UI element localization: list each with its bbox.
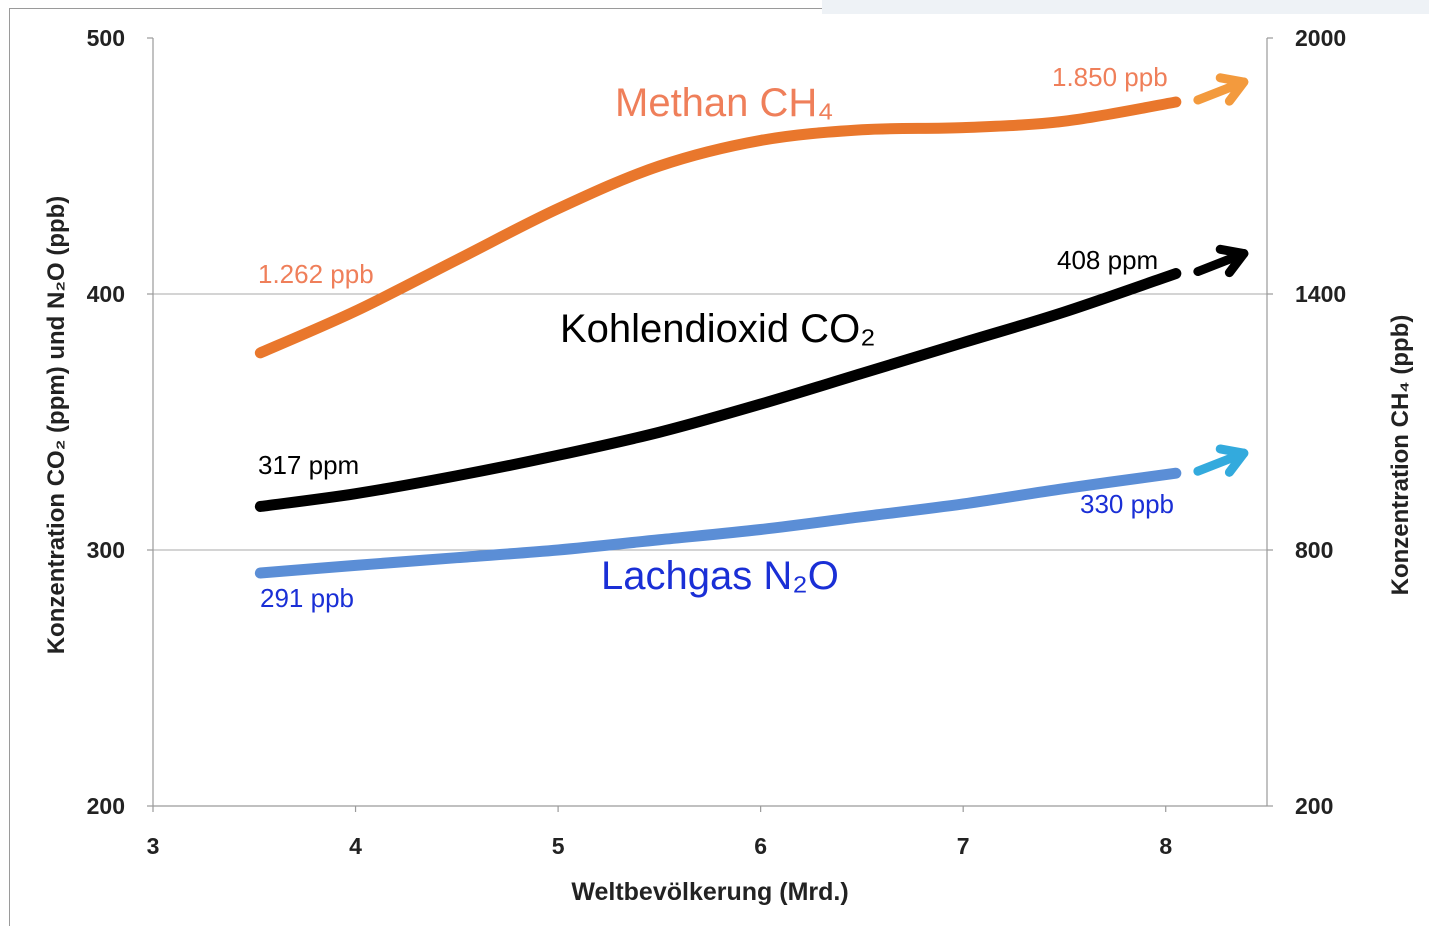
gridlines — [153, 293, 1267, 551]
axes — [152, 38, 1268, 807]
label-methan-end: 1.850 ppb — [1052, 62, 1168, 92]
series-line-2 — [254, 467, 1182, 579]
x-tick-label: 3 — [147, 833, 160, 859]
trend-arrows — [1193, 73, 1249, 477]
series-lines — [254, 96, 1182, 579]
y2-tick-label: 200 — [1295, 793, 1333, 819]
y-axis-title-right: Konzentration CH₄ (ppb) — [1387, 315, 1414, 596]
series-name-methan: Methan CH₄ — [615, 81, 834, 125]
trend-arrow-head — [1215, 244, 1249, 278]
y2-tick-label: 800 — [1295, 537, 1333, 563]
label-co2-end: 408 ppm — [1057, 245, 1158, 275]
x-tick-label: 5 — [552, 833, 565, 859]
x-tick-label: 7 — [957, 833, 970, 859]
label-n2o-start: 291 ppb — [260, 583, 354, 613]
x-tick-label: 6 — [754, 833, 767, 859]
series-line-1 — [254, 268, 1182, 512]
frame-border — [9, 8, 10, 926]
y-tick-label: 400 — [87, 281, 125, 307]
y2-tick-label: 2000 — [1295, 25, 1346, 51]
label-methan-start: 1.262 ppb — [258, 259, 374, 289]
background-panel — [822, 0, 1429, 14]
y-axis-title-left: Konzentration CO₂ (ppm) und N₂O (ppb) — [43, 196, 70, 655]
label-n2o-end: 330 ppb — [1080, 489, 1174, 519]
x-tick-label: 4 — [349, 833, 362, 859]
frame-border — [9, 8, 822, 9]
trend-arrow-head — [1215, 444, 1249, 477]
y-tick-label: 200 — [87, 793, 125, 819]
series-name-n2o: Lachgas N₂O — [601, 554, 839, 598]
series-name-co2: Kohlendioxid CO₂ — [560, 307, 876, 351]
trend-arrow-head — [1215, 73, 1249, 106]
y2-tick-label: 1400 — [1295, 281, 1346, 307]
label-co2-start: 317 ppm — [258, 450, 359, 480]
x-tick-label: 8 — [1159, 833, 1172, 859]
series-line-0 — [254, 96, 1182, 359]
y-tick-label: 500 — [87, 25, 125, 51]
y-tick-label: 300 — [87, 537, 125, 563]
x-axis-title: Weltbevölkerung (Mrd.) — [571, 878, 848, 906]
tick-labels: 3 4 5 6 7 8 200 300 400 500 200 800 1400 2000 — [87, 25, 1347, 859]
